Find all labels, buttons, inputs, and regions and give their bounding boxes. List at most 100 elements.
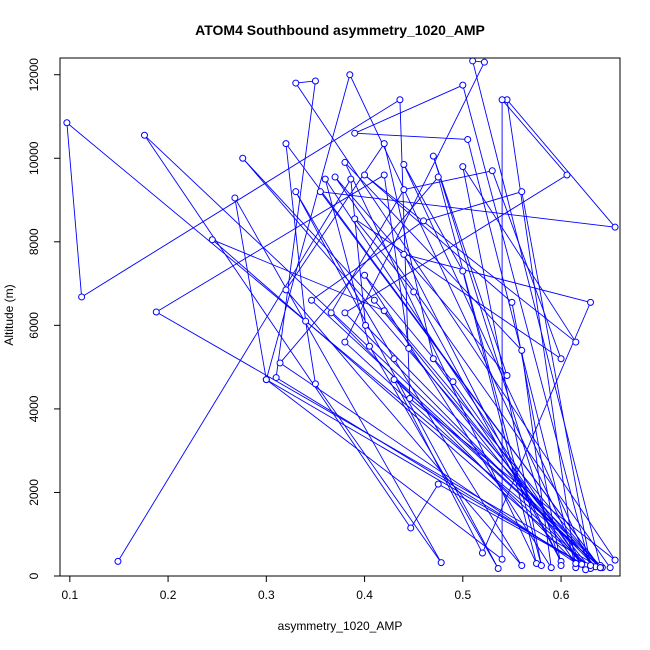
data-point: [63, 119, 71, 127]
series-segment: [354, 218, 415, 293]
y-tick-label: 12000: [27, 58, 41, 92]
data-point: [341, 338, 349, 346]
x-tick-label: 0.2: [160, 588, 177, 602]
data-point: [429, 355, 437, 363]
data-point: [587, 562, 595, 570]
data-point: [547, 564, 555, 572]
data-point: [346, 71, 354, 79]
series-segment: [315, 383, 442, 563]
series-segment: [408, 348, 583, 565]
series-lines: [66, 60, 616, 571]
series-segment: [403, 254, 562, 562]
series-segment: [81, 99, 401, 298]
series-segment: [491, 170, 562, 359]
series-segment: [506, 99, 616, 228]
plot-frame: [59, 57, 621, 577]
series-segment: [501, 99, 568, 176]
y-tick-label: 4000: [27, 395, 41, 422]
data-point: [400, 161, 408, 169]
data-point: [396, 96, 404, 104]
series-segment: [285, 289, 523, 566]
series-points: [63, 57, 619, 574]
data-point: [508, 298, 516, 306]
data-point: [341, 309, 349, 317]
data-point: [587, 298, 595, 306]
y-axis-ticks: 0 2000 4000 6000 8000 10000 12000: [27, 58, 60, 579]
series-segment: [364, 274, 454, 383]
series-segment: [438, 483, 586, 566]
data-point: [316, 188, 324, 196]
data-point: [390, 355, 398, 363]
data-point: [611, 556, 619, 564]
series-segment: [330, 312, 577, 564]
series-segment: [462, 166, 577, 343]
data-point: [498, 96, 506, 104]
series-segment: [521, 191, 591, 566]
data-point: [370, 296, 378, 304]
data-point: [362, 321, 370, 329]
data-point: [311, 77, 319, 85]
data-point: [292, 79, 300, 87]
data-point: [405, 344, 413, 352]
data-point: [434, 173, 442, 181]
data-point: [498, 555, 506, 563]
data-point: [494, 564, 502, 572]
data-point: [282, 140, 290, 148]
data-point: [420, 217, 428, 225]
series-segment: [472, 60, 601, 566]
data-point: [469, 57, 477, 65]
data-point: [503, 371, 511, 379]
data-point: [152, 308, 160, 316]
x-axis-label: asymmetry_1020_AMP: [278, 619, 403, 633]
data-point: [518, 188, 526, 196]
series-segment: [344, 162, 537, 564]
data-point: [292, 188, 300, 196]
series-segment: [266, 379, 503, 560]
series-segment: [452, 381, 586, 570]
series-segment: [234, 197, 442, 563]
x-tick-label: 0.6: [553, 588, 570, 602]
data-point: [518, 346, 526, 354]
series-segment: [320, 191, 616, 228]
series-segment: [285, 143, 307, 322]
series-segment: [66, 122, 83, 297]
series-segment: [432, 156, 508, 376]
series-segment: [242, 157, 596, 568]
data-point: [596, 564, 604, 572]
data-point: [208, 236, 216, 244]
data-point: [459, 267, 467, 275]
series-segment: [403, 170, 493, 191]
data-point: [311, 380, 319, 388]
data-point: [380, 307, 388, 315]
series-segment: [156, 174, 385, 313]
chart-title: ATOM4 Southbound asymmetry_1020_AMP: [195, 22, 485, 38]
series-segment: [393, 379, 483, 554]
series-segment: [423, 191, 522, 222]
data-point: [282, 286, 290, 294]
series-segment: [265, 74, 351, 380]
series-segment: [324, 179, 370, 347]
series-segment: [144, 135, 412, 529]
y-tick-label: 8000: [27, 228, 41, 255]
series-segment: [285, 143, 385, 291]
series-segment: [383, 310, 601, 568]
data-point: [114, 557, 122, 565]
series-segment: [354, 84, 463, 134]
series-segment: [383, 174, 410, 349]
series-segment: [365, 325, 603, 568]
series-segment: [295, 191, 395, 360]
data-point: [518, 562, 526, 570]
data-point: [361, 271, 369, 279]
series-segment: [393, 358, 523, 566]
series-segment: [462, 270, 537, 564]
series-segment: [383, 143, 434, 359]
x-axis-ticks: 0.1 0.2 0.3 0.4 0.5 0.6: [61, 576, 570, 602]
series-segment: [324, 178, 583, 565]
data-point: [390, 376, 398, 384]
data-point: [557, 355, 565, 363]
series-segment: [462, 85, 591, 568]
series-segment: [354, 132, 468, 140]
data-point: [606, 564, 614, 572]
